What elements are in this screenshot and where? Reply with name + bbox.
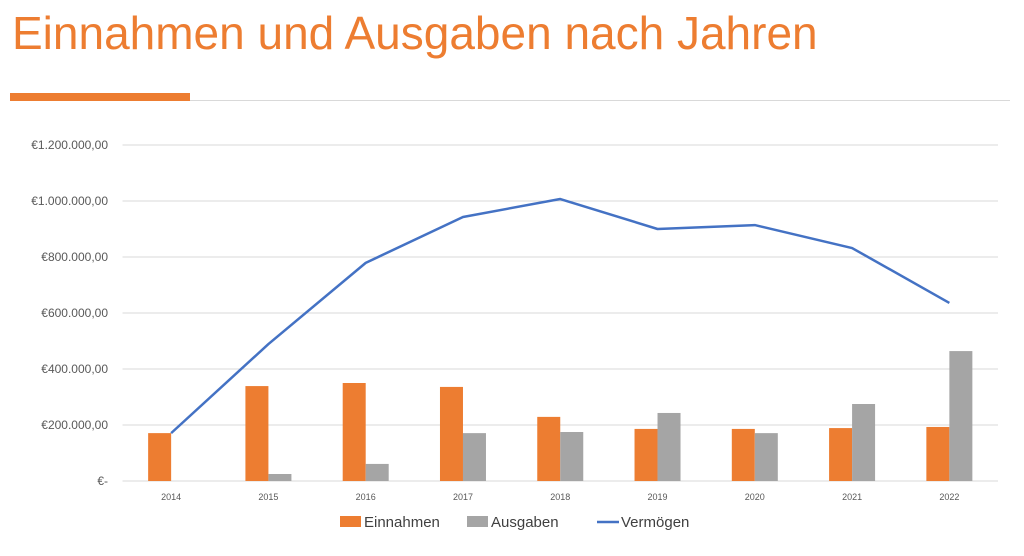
bar-einnahmen-2021 <box>829 428 853 481</box>
bar-ausgaben-2020 <box>754 433 778 481</box>
bar-ausgaben-2016 <box>365 463 389 481</box>
legend-label: Ausgaben <box>491 514 559 531</box>
slide-title: Einnahmen und Ausgaben nach Jahren <box>12 7 818 59</box>
x-tick-label: 2019 <box>648 492 668 502</box>
y-tick-label: €- <box>97 474 108 488</box>
bar-ausgaben-2022 <box>949 351 973 481</box>
bar-ausgaben-2019 <box>657 412 681 481</box>
y-tick-label: €800.000,00 <box>41 250 108 264</box>
x-tick-label: 2014 <box>161 492 181 502</box>
bar-einnahmen-2020 <box>731 428 755 481</box>
bar-einnahmen-2015 <box>245 386 269 481</box>
bar-ausgaben-2018 <box>560 432 584 481</box>
legend-swatch <box>467 516 488 527</box>
x-tick-label: 2018 <box>550 492 570 502</box>
title-divider <box>190 100 1010 101</box>
bar-einnahmen-2018 <box>537 416 561 481</box>
bar-ausgaben-2017 <box>462 433 486 481</box>
bar-ausgaben-2021 <box>852 404 876 481</box>
bar-einnahmen-2017 <box>439 386 463 481</box>
line-vermögen <box>170 197 950 435</box>
legend-label: Einnahmen <box>364 514 440 531</box>
x-tick-label: 2015 <box>258 492 278 502</box>
x-tick-label: 2021 <box>842 492 862 502</box>
legend-label: Vermögen <box>621 514 689 531</box>
bar-ausgaben-2015 <box>268 474 292 481</box>
x-tick-label: 2016 <box>356 492 376 502</box>
legend-swatch <box>340 516 361 527</box>
bar-einnahmen-2016 <box>342 383 366 481</box>
y-tick-label: €1.000.000,00 <box>31 194 108 208</box>
x-tick-label: 2020 <box>745 492 765 502</box>
y-tick-label: €600.000,00 <box>41 306 108 320</box>
y-tick-label: €400.000,00 <box>41 362 108 376</box>
bar-einnahmen-2022 <box>926 426 950 481</box>
y-tick-label: €200.000,00 <box>41 418 108 432</box>
bar-einnahmen-2019 <box>634 428 658 481</box>
x-tick-label: 2022 <box>939 492 959 502</box>
title-accent-bar <box>10 93 190 101</box>
y-tick-label: €1.200.000,00 <box>31 138 108 152</box>
x-tick-label: 2017 <box>453 492 473 502</box>
bar-einnahmen-2014 <box>148 433 172 481</box>
